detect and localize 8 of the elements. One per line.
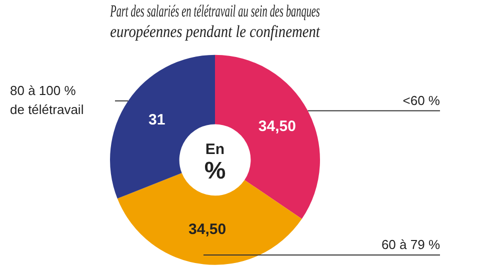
slice-label: 80 à 100 % de télétravail [10, 82, 84, 117]
data-label: 31 [148, 112, 166, 128]
text: En % [204, 141, 226, 185]
slice-label: <60 % [402, 92, 440, 108]
slice-label: 60 à 79 % [381, 237, 440, 252]
data-label: 34,50 [188, 220, 226, 238]
data-label: 34,50 [258, 118, 296, 136]
chart-title: Part des salariés en télétravail au sein des banques européennes pendant le confinement [109, 3, 320, 42]
